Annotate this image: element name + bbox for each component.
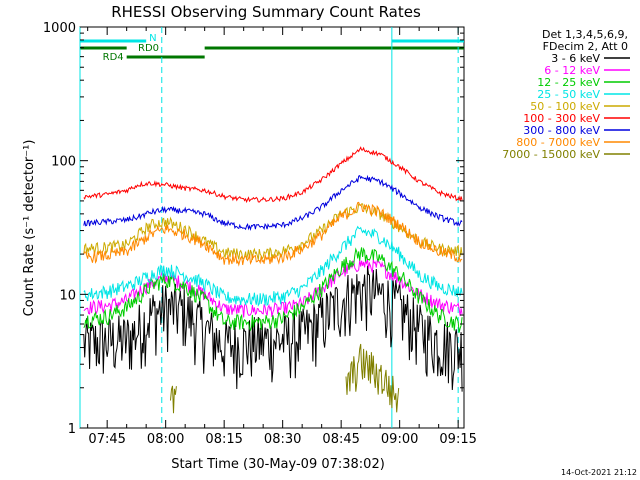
legend-label-7: 800 - 7000 keV: [516, 136, 600, 149]
y-axis-label: Count Rate (s⁻¹ detector⁻¹): [22, 140, 37, 317]
x-axis-label: Start Time (30-May-09 07:38:02): [171, 457, 385, 472]
y-tick-label-3: 1000: [43, 21, 76, 36]
bar-label-n: N: [149, 33, 156, 44]
x-tick-label-1: 08:00: [147, 432, 184, 447]
legend-label-3: 25 - 50 keV: [537, 88, 600, 101]
bar-label-rd0: RD0: [138, 43, 159, 54]
legend-label-8: 7000 - 15000 keV: [502, 148, 600, 161]
x-tick-label-3: 08:30: [264, 432, 301, 447]
series-line-0: [83, 265, 463, 392]
y-tick-label-1: 10: [59, 288, 76, 303]
bar-label-rd4: RD4: [103, 52, 124, 63]
y-tick-label-0: 1: [68, 422, 76, 437]
legend-label-2: 12 - 25 keV: [537, 76, 600, 89]
legend-label-6: 300 - 800 keV: [523, 124, 600, 137]
series-line-6: [83, 174, 463, 231]
legend: Det 1,3,4,5,6,9,FDecim 2, Att 03 - 6 keV…: [502, 28, 630, 161]
series-line-7: [83, 201, 463, 267]
series-group: [83, 146, 463, 414]
legend-label-4: 50 - 100 keV: [530, 100, 600, 113]
series-line-4: [83, 202, 463, 261]
series-line-3: [83, 225, 463, 307]
x-tick-label-4: 08:45: [322, 432, 359, 447]
x-tick-label-5: 09:00: [381, 432, 418, 447]
legend-label-1: 6 - 12 keV: [544, 64, 600, 77]
legend-header-1: FDecim 2, Att 0: [543, 40, 628, 53]
axis-ticks: 07:45 08:00 08:15 08:30 08:45 09:00 09:15 1 10 10…: [43, 21, 477, 447]
y-tick-label-2: 100: [51, 155, 76, 170]
x-tick-label-0: 07:45: [88, 432, 125, 447]
series-line-8: [170, 343, 400, 414]
x-tick-label-6: 09:15: [439, 432, 476, 447]
timestamp: 14-Oct-2021 21:12: [561, 468, 637, 477]
legend-label-5: 100 - 300 keV: [523, 112, 600, 125]
legend-header-0: Det 1,3,4,5,6,9,: [542, 28, 628, 41]
chart-title: RHESSI Observing Summary Count Rates: [111, 3, 421, 21]
series-line-5: [83, 146, 463, 204]
legend-label-0: 3 - 6 keV: [551, 52, 600, 65]
x-tick-label-2: 08:15: [205, 432, 242, 447]
series-line-2: [83, 247, 463, 333]
